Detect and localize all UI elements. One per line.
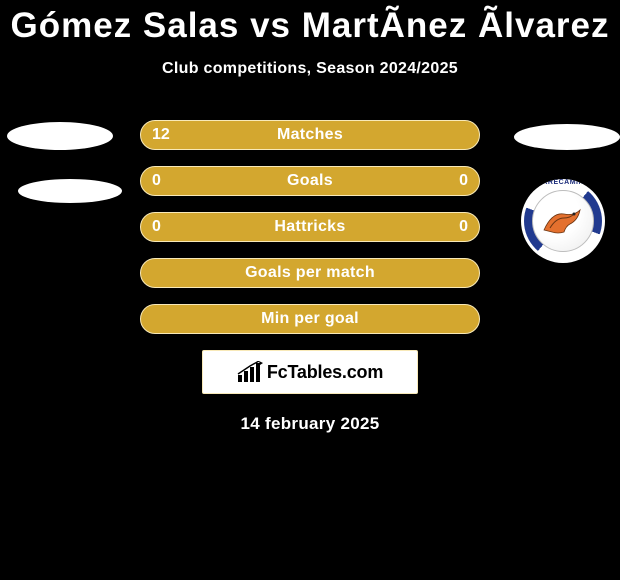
- stat-label: Matches: [277, 126, 343, 144]
- stat-row-min-per-goal: Min per goal: [140, 304, 480, 334]
- page-subtitle: Club competitions, Season 2024/2025: [0, 60, 620, 78]
- stat-label: Min per goal: [261, 310, 359, 328]
- stat-value-right: 0: [459, 166, 468, 196]
- stat-value-right: 0: [459, 212, 468, 242]
- stat-label: Goals: [287, 172, 333, 190]
- stat-bar: Hattricks: [140, 212, 480, 242]
- footer-date: 14 february 2025: [0, 414, 620, 434]
- stat-row-hattricks: Hattricks 0 0: [140, 212, 480, 242]
- stat-bar: Goals per match: [140, 258, 480, 288]
- page-title: Gómez Salas vs MartÃ­nez Ãlvarez: [0, 0, 620, 46]
- stat-row-matches: Matches 12: [140, 120, 480, 150]
- stat-value-left: 12: [152, 120, 170, 150]
- stat-bar: Goals: [140, 166, 480, 196]
- stat-label: Hattricks: [274, 218, 345, 236]
- logo-text: FcTables.com: [267, 362, 383, 383]
- stat-value-left: 0: [152, 166, 161, 196]
- stat-row-goals-per-match: Goals per match: [140, 258, 480, 288]
- stats-container: Matches 12 Goals 0 0 Hattricks 0 0 Goals…: [0, 120, 620, 334]
- stat-row-goals: Goals 0 0: [140, 166, 480, 196]
- stat-bar: Matches: [140, 120, 480, 150]
- fctables-logo: FcTables.com: [202, 350, 418, 394]
- stat-label: Goals per match: [245, 264, 375, 282]
- stat-bar: Min per goal: [140, 304, 480, 334]
- bar-chart-icon: [237, 361, 263, 383]
- stat-value-left: 0: [152, 212, 161, 242]
